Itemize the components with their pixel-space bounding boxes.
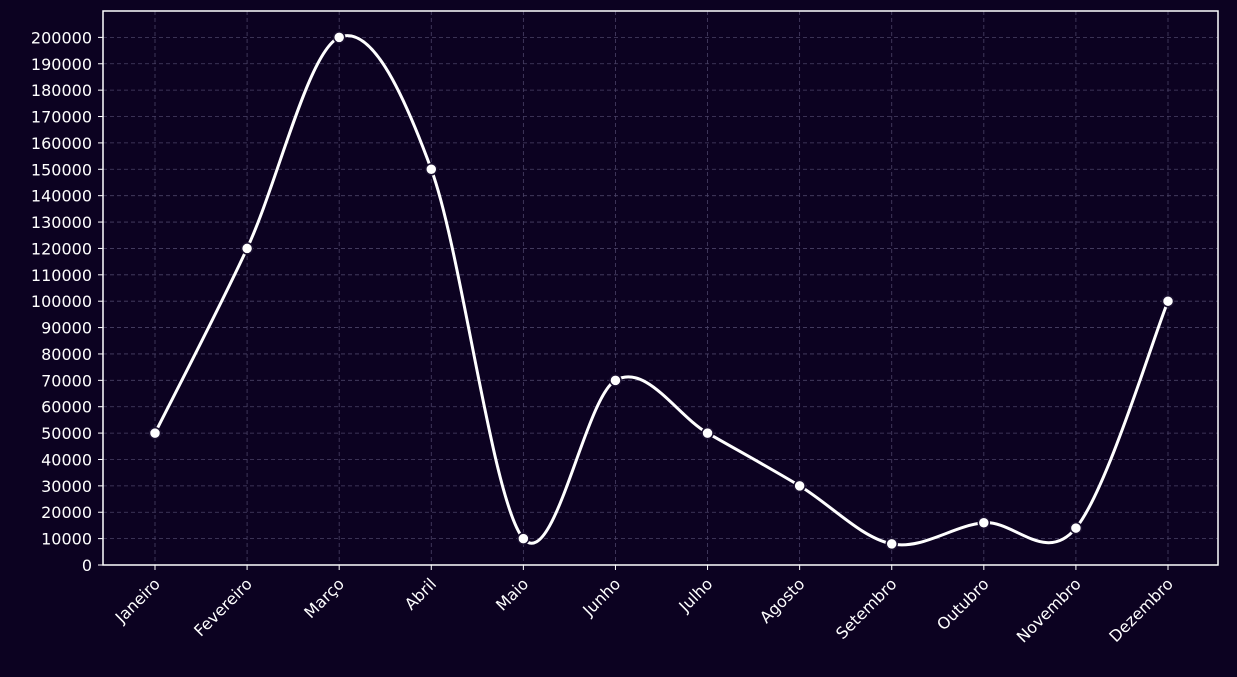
y-tick-label: 170000	[31, 108, 92, 127]
y-tick-label: 140000	[31, 187, 92, 206]
y-tick-label: 50000	[41, 424, 92, 443]
y-tick-label: 120000	[31, 239, 92, 258]
y-tick-label: 200000	[31, 28, 92, 47]
data-point	[977, 516, 991, 530]
data-point	[885, 537, 898, 551]
y-tick-label: 80000	[41, 345, 92, 364]
y-tick-label: 110000	[31, 266, 92, 285]
data-point	[517, 532, 530, 545]
grid-lines	[103, 11, 1218, 566]
data-point	[793, 479, 806, 493]
y-tick-label: 180000	[31, 81, 92, 100]
series-line	[153, 34, 1170, 547]
y-tick-label: 20000	[41, 503, 92, 522]
y-tick-label: 70000	[41, 371, 92, 390]
y-tick-label: 10000	[41, 530, 92, 549]
data-point	[701, 426, 714, 440]
plot-frame	[102, 10, 1219, 566]
y-tick-label: 0	[82, 556, 92, 575]
data-point	[148, 426, 162, 440]
y-tick-label: 150000	[31, 160, 92, 179]
data-point	[332, 31, 346, 44]
data-markers	[148, 31, 1175, 551]
data-point	[425, 163, 438, 176]
y-tick-label: 190000	[31, 55, 92, 74]
data-point	[1161, 294, 1175, 308]
y-axis-ticks: 0 10000 20000 30000 40000 50000 60000 70000 8000…	[31, 28, 103, 575]
data-point	[1069, 521, 1083, 535]
y-tick-label: 100000	[31, 292, 92, 311]
y-tick-label: 60000	[41, 398, 92, 417]
y-tick-label: 160000	[31, 134, 92, 153]
y-tick-label: 90000	[41, 319, 92, 338]
y-tick-label: 30000	[41, 477, 92, 496]
y-tick-label: 40000	[41, 450, 92, 469]
data-point	[240, 242, 254, 255]
y-tick-label: 130000	[31, 213, 92, 232]
data-point	[609, 374, 622, 387]
